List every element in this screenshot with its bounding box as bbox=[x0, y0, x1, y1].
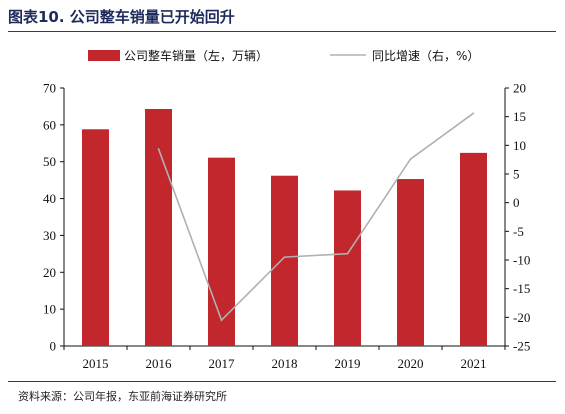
left-tick-label: 10 bbox=[43, 302, 56, 317]
x-tick-label: 2019 bbox=[335, 356, 361, 371]
right-tick-label: 15 bbox=[513, 109, 526, 124]
legend-label-line: 同比增速（右，%） bbox=[372, 48, 479, 63]
left-tick-label: 70 bbox=[43, 81, 56, 96]
bar-2021 bbox=[460, 152, 487, 346]
x-tick-label: 2016 bbox=[146, 356, 173, 371]
right-tick-label: 10 bbox=[513, 138, 526, 153]
left-tick-label: 0 bbox=[50, 339, 57, 354]
left-tick-label: 60 bbox=[43, 117, 56, 132]
growth-point-2021 bbox=[472, 112, 475, 115]
bar-2017 bbox=[208, 157, 235, 346]
chart-title: 图表10. 公司整车销量已开始回升 bbox=[8, 8, 235, 26]
right-tick-label: -10 bbox=[513, 253, 530, 268]
right-tick-label: 0 bbox=[513, 195, 520, 210]
right-tick-label: 5 bbox=[513, 167, 520, 182]
x-tick-label: 2017 bbox=[209, 356, 236, 371]
source-divider bbox=[8, 381, 556, 382]
bar-2018 bbox=[271, 175, 298, 346]
bar-2015 bbox=[82, 129, 109, 346]
left-tick-label: 30 bbox=[43, 228, 56, 243]
bar-2016 bbox=[145, 109, 172, 346]
source-note: 资料来源：公司年报，东亚前海证券研究所 bbox=[18, 390, 227, 403]
right-tick-label: -20 bbox=[513, 310, 530, 325]
bar-2019 bbox=[334, 190, 361, 346]
growth-point-2019 bbox=[346, 252, 349, 255]
right-tick-label: -5 bbox=[513, 224, 524, 239]
x-tick-label: 2020 bbox=[398, 356, 424, 371]
right-tick-label: -15 bbox=[513, 281, 530, 296]
title-divider bbox=[8, 31, 556, 32]
left-tick-label: 20 bbox=[43, 265, 56, 280]
growth-point-2017 bbox=[220, 319, 223, 322]
x-tick-label: 2015 bbox=[83, 356, 109, 371]
x-tick-label: 2021 bbox=[461, 356, 487, 371]
x-tick-label: 2018 bbox=[272, 356, 298, 371]
legend-swatch-bar bbox=[88, 50, 120, 61]
legend-label-bar: 公司整车销量（左，万辆） bbox=[124, 48, 268, 63]
growth-point-2018 bbox=[283, 256, 286, 258]
growth-point-2020 bbox=[409, 158, 412, 160]
growth-point-2016 bbox=[157, 147, 160, 150]
right-tick-label: -25 bbox=[513, 339, 530, 354]
right-tick-label: 20 bbox=[513, 81, 526, 96]
left-tick-label: 50 bbox=[43, 154, 56, 169]
growth-rate-line bbox=[157, 112, 474, 322]
left-tick-label: 40 bbox=[43, 191, 56, 206]
plot-area: 0 10 20 30 40 50 60 70 -25 -20 -15 -10 -5 0 5 10 15 20 201… bbox=[43, 81, 530, 372]
legend: 公司整车销量（左，万辆） 同比增速（右，%） bbox=[88, 48, 479, 63]
bar-2020 bbox=[397, 179, 424, 346]
